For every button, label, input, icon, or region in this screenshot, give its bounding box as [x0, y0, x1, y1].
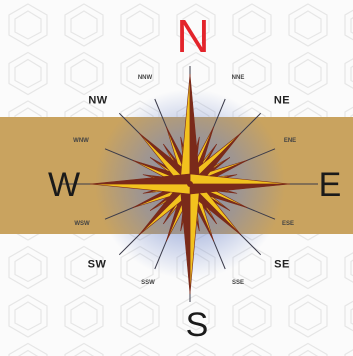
west-northwest-label: WNW: [73, 138, 89, 144]
southwest-label: SW: [87, 258, 107, 271]
south-southwest-label: SSW: [141, 280, 155, 286]
compass-hub: [187, 181, 193, 187]
north-label: N: [176, 10, 210, 62]
west-southwest-label: WSW: [74, 221, 90, 227]
south-label: S: [185, 306, 209, 344]
east-northeast-label: ENE: [283, 138, 297, 144]
east-label: E: [318, 166, 342, 204]
west-label: W: [47, 166, 81, 204]
east-southeast-label: ESE: [281, 221, 295, 227]
southeast-label: SE: [274, 258, 290, 271]
north-northwest-label: NNW: [137, 75, 153, 81]
northeast-label: NE: [273, 94, 291, 107]
northwest-label: NW: [88, 94, 108, 107]
south-southeast-label: SSE: [231, 280, 245, 286]
west-point: [89, 173, 191, 195]
north-northeast-label: NNE: [231, 75, 245, 81]
